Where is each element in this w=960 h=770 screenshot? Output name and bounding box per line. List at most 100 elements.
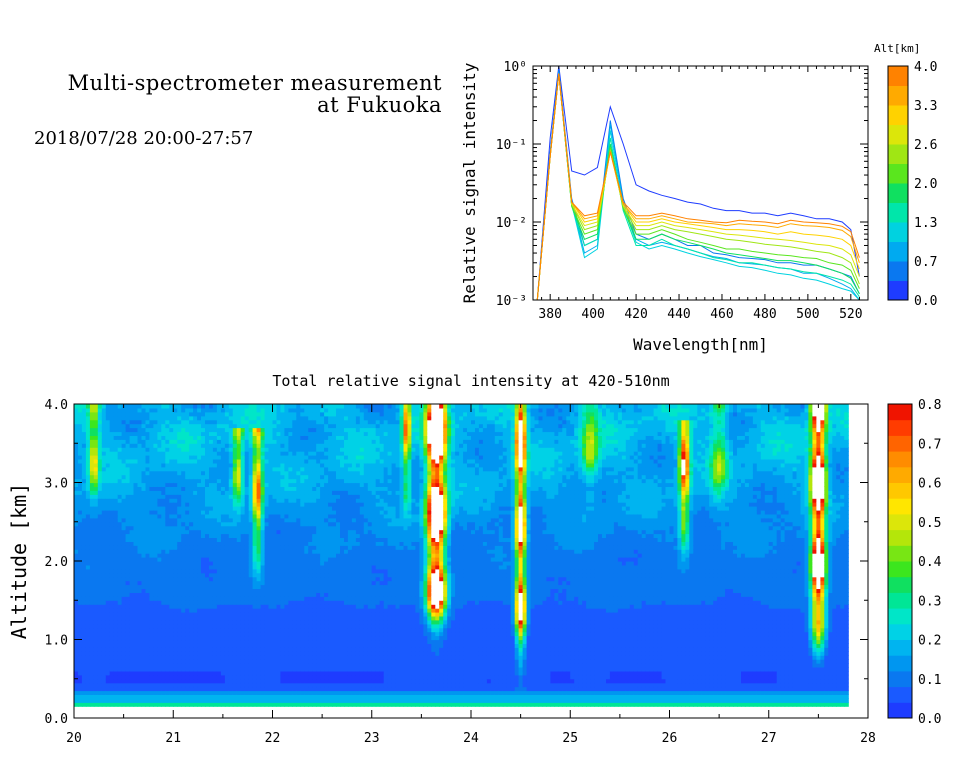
heatmap-cell xyxy=(105,659,111,664)
heatmap-cell xyxy=(228,513,234,519)
heatmap-cell xyxy=(288,415,293,421)
heatmap-cell xyxy=(276,667,282,672)
heatmap-cell xyxy=(81,525,87,531)
heatmap-cell xyxy=(236,411,242,417)
heatmap-cell xyxy=(296,627,301,633)
heatmap-cell xyxy=(105,419,111,425)
heatmap-cell xyxy=(288,564,293,570)
heatmap-cell xyxy=(224,549,230,554)
heatmap-cell xyxy=(117,553,123,558)
heatmap-cell xyxy=(97,419,103,425)
heatmap-cell xyxy=(133,623,139,629)
heatmap-cell xyxy=(89,533,95,538)
heatmap-cell xyxy=(296,517,301,523)
heatmap-cell xyxy=(93,419,99,425)
altitude-colorbar-segment-10 xyxy=(888,85,908,106)
heatmap-cell xyxy=(121,561,127,566)
heatmap-cell xyxy=(209,462,214,468)
heatmap-cell xyxy=(201,431,206,436)
heatmap-cell xyxy=(276,627,282,633)
heatmap-cell xyxy=(97,596,103,601)
heatmap-cell xyxy=(292,588,297,593)
heatmap-cell xyxy=(252,557,258,562)
heatmap-cell xyxy=(288,502,293,507)
heatmap-cell xyxy=(193,588,198,593)
heatmap-cell xyxy=(232,498,238,503)
heatmap-cell xyxy=(276,608,282,613)
heatmap-cell xyxy=(145,541,151,546)
heatmap-cell xyxy=(304,431,309,436)
heatmap-cell xyxy=(149,643,154,648)
heatmap-cell xyxy=(304,545,309,550)
heatmap-cell xyxy=(121,619,127,625)
heatmap-cell xyxy=(228,439,234,444)
heatmap-cell xyxy=(141,510,147,515)
heatmap-cell xyxy=(93,462,99,468)
heatmap-cell xyxy=(308,525,313,531)
heatmap-cell xyxy=(85,482,91,487)
heatmap-cell xyxy=(292,513,297,519)
heatmap-cell xyxy=(149,702,154,707)
heatmap-cell xyxy=(189,506,194,511)
heatmap-cell xyxy=(220,427,226,433)
heatmap-cell xyxy=(209,667,214,672)
heatmap-cell xyxy=(121,635,127,641)
heatmap-cell xyxy=(296,537,301,542)
heatmap-cell xyxy=(236,659,242,664)
heatmap-cell xyxy=(272,521,278,527)
heatmap-cell xyxy=(169,694,174,699)
heatmap-cell xyxy=(169,655,174,660)
heatmap-cell xyxy=(177,663,182,668)
heatmap-cell xyxy=(181,478,186,484)
heatmap-cell xyxy=(173,659,178,664)
heatmap-cell xyxy=(105,447,111,452)
heatmap-cell xyxy=(105,541,111,546)
heatmap-cell xyxy=(308,431,313,436)
heatmap-cell xyxy=(312,698,317,703)
heatmap-cell xyxy=(220,615,226,621)
heatmap-cell xyxy=(125,596,131,601)
heatmap-cell xyxy=(89,651,95,656)
heatmap-cell xyxy=(260,572,266,578)
heatmap-cell xyxy=(173,702,178,707)
heatmap-cell xyxy=(304,631,309,637)
heatmap-cell xyxy=(181,655,186,660)
heatmap-cell xyxy=(260,510,266,515)
heatmap-cell xyxy=(89,529,95,535)
heatmap-cell xyxy=(197,486,202,491)
heatmap-cell xyxy=(264,576,270,582)
heatmap-cell xyxy=(113,462,119,468)
heatmap-cell xyxy=(189,584,194,589)
heatmap-cell xyxy=(137,478,143,484)
heatmap-cell xyxy=(157,510,162,515)
heatmap-cell xyxy=(300,443,305,448)
heatmap-cell xyxy=(260,561,266,566)
heatmap-cell xyxy=(296,486,301,491)
heatmap-cell xyxy=(264,486,270,491)
heatmap-cell xyxy=(280,541,285,546)
heatmap-cell xyxy=(193,486,198,491)
heatmap-cell xyxy=(201,513,206,519)
heatmap-cell xyxy=(78,490,83,495)
heatmap-cell xyxy=(177,568,182,574)
heatmap-cell xyxy=(121,443,127,448)
heatmap-cell xyxy=(224,627,230,633)
heatmap-cell xyxy=(185,474,190,480)
heatmap-cell xyxy=(157,482,162,487)
heatmap-cell xyxy=(240,451,246,456)
heatmap-cell xyxy=(129,427,135,433)
heatmap-cell xyxy=(97,627,103,633)
heatmap-cell xyxy=(185,635,190,641)
heatmap-cell xyxy=(181,674,186,680)
heatmap-cell xyxy=(268,596,274,601)
heatmap-cell xyxy=(197,568,202,574)
heatmap-cell xyxy=(193,600,198,605)
heatmap-cell xyxy=(149,674,154,680)
heatmap-cell xyxy=(228,494,234,499)
heatmap-cell xyxy=(216,612,222,617)
heatmap-cell xyxy=(236,423,242,429)
heatmap-cell xyxy=(212,510,218,515)
heatmap-cell xyxy=(101,576,107,582)
heatmap-cell xyxy=(133,572,139,578)
heatmap-cell xyxy=(157,435,162,440)
